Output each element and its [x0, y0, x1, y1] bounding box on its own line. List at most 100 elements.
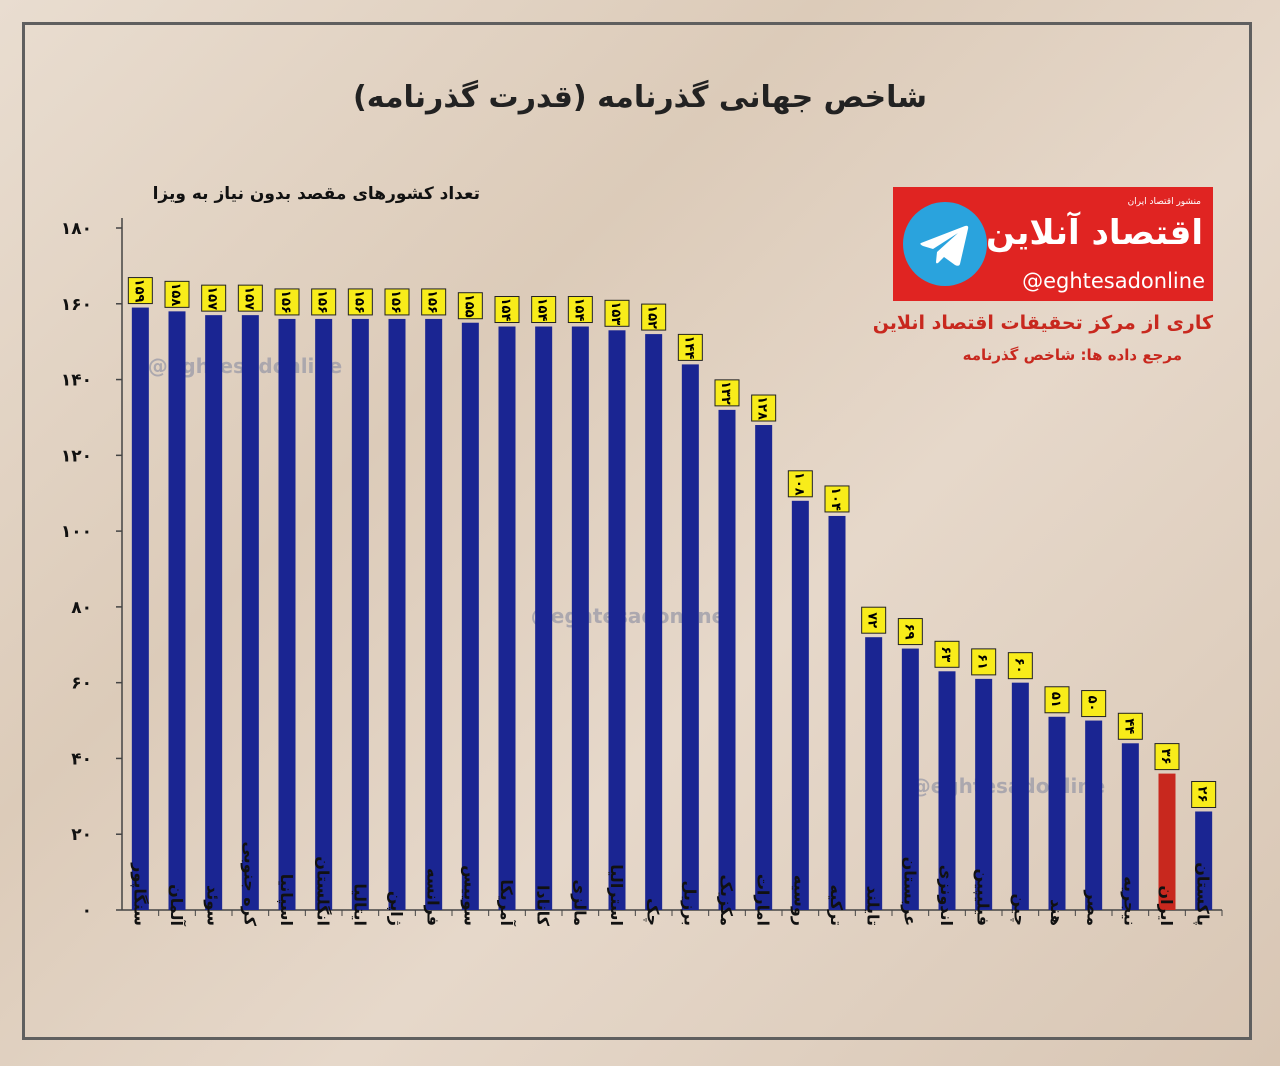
chart-title: شاخص جهانی گذرنامه (قدرت گذرنامه) — [353, 80, 927, 115]
value-label-box — [751, 394, 777, 422]
category-label-7: ایتالیا — [350, 883, 369, 926]
value-label-box — [677, 333, 703, 361]
value-label-box — [347, 288, 373, 316]
category-label-26: هند — [1047, 899, 1066, 926]
category-label-21: تایلند — [864, 886, 883, 926]
telegram-icon — [903, 202, 987, 286]
value-label-9: ۱۵۶ — [421, 288, 447, 316]
value-label-23: ۶۳ — [934, 640, 960, 668]
category-label-5: اسپانیا — [276, 874, 296, 926]
value-label-3: ۱۵۷ — [201, 284, 227, 312]
value-label-text: ۱۵۴ — [498, 298, 513, 322]
y-tick-label: ۲۰ — [71, 825, 92, 845]
bar-22 — [901, 648, 919, 910]
value-label-box — [421, 288, 447, 316]
bar-27 — [1085, 720, 1103, 910]
bar-2 — [168, 311, 186, 910]
value-label-box — [457, 292, 483, 320]
value-label-box — [1191, 780, 1217, 808]
bar-28 — [1121, 743, 1139, 910]
y-tick-label: ۸۰ — [71, 598, 92, 618]
value-label-10: ۱۵۵ — [457, 292, 483, 320]
value-label-text: ۶۹ — [901, 624, 916, 640]
value-label-text: ۱۵۴ — [571, 298, 586, 322]
publisher-label: منشور اقتصاد ایران — [1127, 197, 1201, 207]
bar-29 — [1158, 773, 1176, 910]
bar-4 — [241, 315, 259, 911]
value-label-6: ۱۵۶ — [311, 288, 337, 316]
category-label-24: فیلیپین — [973, 868, 993, 926]
bar-30 — [1195, 811, 1213, 910]
category-label-19: روسیه — [790, 875, 809, 926]
value-label-27: ۵۰ — [1081, 690, 1107, 718]
value-label-box — [311, 288, 337, 316]
value-label-19: ۱۰۸ — [787, 470, 813, 498]
value-label-text: ۴۴ — [1121, 718, 1136, 734]
category-label-9: فرانسه — [424, 868, 443, 926]
value-label-box — [824, 485, 850, 513]
value-label-text: ۱۵۳ — [608, 301, 623, 325]
bar-26 — [1048, 716, 1066, 910]
value-label-22: ۶۹ — [897, 618, 923, 646]
y-tick-label: ۱۰۰ — [61, 522, 92, 542]
y-tick-label: ۴۰ — [71, 749, 92, 769]
value-label-box — [1044, 686, 1070, 714]
value-label-7: ۱۵۶ — [347, 288, 373, 316]
bar-13 — [571, 326, 589, 910]
value-label-box — [641, 303, 667, 331]
y-tick-label: ۶۰ — [71, 674, 92, 694]
y-tick-label: ۱۸۰ — [61, 219, 92, 239]
value-label-text: ۱۵۶ — [315, 290, 330, 314]
value-label-8: ۱۵۶ — [384, 288, 410, 316]
value-label-text: ۷۲ — [865, 612, 880, 628]
category-label-22: عربستان — [900, 857, 919, 926]
bar-15 — [645, 334, 663, 911]
bar-14 — [608, 330, 626, 910]
brand-logo[interactable]: منشور اقتصاد ایران اقتصاد آنلاین @eghtes… — [893, 187, 1213, 301]
value-label-box — [897, 618, 923, 646]
brand-name: اقتصاد آنلاین — [986, 213, 1204, 253]
value-label-box — [567, 296, 593, 324]
value-label-24: ۶۱ — [971, 648, 997, 676]
category-label-16: برزیل — [680, 881, 699, 926]
bar-20 — [828, 515, 846, 910]
value-label-box — [861, 606, 887, 634]
value-label-14: ۱۵۳ — [604, 299, 630, 327]
value-label-text: ۵۱ — [1048, 692, 1063, 708]
category-label-27: مصر — [1084, 889, 1103, 926]
value-label-text: ۱۲۸ — [755, 396, 770, 420]
y-tick-label: ۱۶۰ — [61, 295, 92, 315]
category-label-23: اندونزی — [937, 865, 956, 926]
category-label-28: نیجریه — [1120, 876, 1139, 926]
y-tick-label: ۰ — [82, 901, 92, 921]
value-label-box — [1081, 690, 1107, 718]
bar-19 — [791, 500, 809, 910]
y-tick-label: ۱۴۰ — [61, 371, 92, 391]
bar-1 — [131, 307, 149, 911]
category-label-8: ژاپن — [386, 891, 406, 926]
category-label-30: پاکستان — [1193, 862, 1213, 926]
category-label-17: مکزیک — [717, 874, 736, 926]
bar-24 — [975, 678, 993, 910]
value-label-1: ۱۵۹ — [127, 277, 153, 305]
value-label-box — [201, 284, 227, 312]
value-label-text: ۱۵۹ — [131, 279, 146, 303]
value-label-text: ۱۵۶ — [425, 290, 440, 314]
category-label-4: کره جنوبی — [240, 841, 259, 926]
value-label-text: ۱۵۷ — [241, 286, 256, 310]
value-label-29: ۳۶ — [1154, 743, 1180, 771]
bar-16 — [681, 364, 699, 910]
bar-3 — [205, 315, 223, 911]
category-label-3: سوئد — [204, 885, 223, 926]
bar-11 — [498, 326, 516, 910]
value-label-text: ۱۵۸ — [168, 282, 183, 306]
value-label-28: ۴۴ — [1117, 712, 1143, 740]
value-label-26: ۵۱ — [1044, 686, 1070, 714]
value-label-text: ۳۶ — [1158, 749, 1173, 765]
bar-8 — [388, 318, 406, 910]
value-label-text: ۲۶ — [1195, 787, 1210, 803]
value-label-box — [1007, 652, 1033, 680]
value-label-20: ۱۰۴ — [824, 485, 850, 513]
value-label-12: ۱۵۴ — [531, 296, 557, 324]
